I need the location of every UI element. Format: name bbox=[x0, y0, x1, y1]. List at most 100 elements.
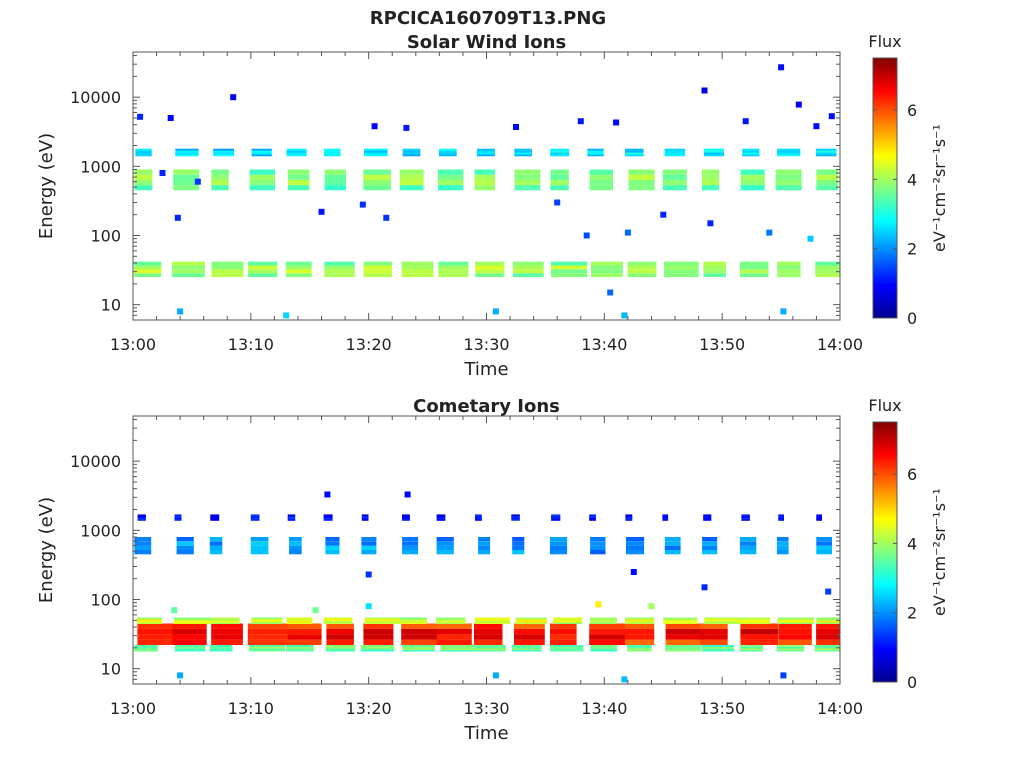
spectrogram-cell bbox=[438, 150, 457, 153]
y-axis-label: Energy (eV) bbox=[36, 133, 57, 239]
spectrogram-cell bbox=[436, 537, 454, 542]
spectrogram-cell bbox=[775, 179, 802, 186]
spectrogram-cell bbox=[325, 645, 356, 647]
spectrogram-cell bbox=[135, 148, 152, 151]
spectrogram-cell bbox=[474, 639, 503, 645]
spectrogram-cell bbox=[700, 628, 728, 635]
spectrogram-cell bbox=[211, 179, 229, 186]
spectrogram-cell bbox=[664, 148, 686, 151]
spectrogram-cell bbox=[512, 550, 525, 555]
spectrogram-cell bbox=[323, 517, 333, 520]
spectrogram-cell bbox=[550, 174, 569, 180]
spectrogram-cell bbox=[778, 518, 784, 521]
spectrogram-cell bbox=[514, 185, 541, 191]
spectrogram-cell bbox=[134, 265, 162, 270]
spectrogram-cell bbox=[549, 541, 568, 546]
spectrogram-cell bbox=[134, 261, 162, 266]
spectrogram-cell bbox=[625, 622, 655, 624]
spectrogram-cell bbox=[175, 152, 199, 155]
spectrogram-cell bbox=[172, 269, 205, 274]
spectrogram-cell bbox=[777, 620, 814, 623]
spectrogram-cell bbox=[364, 152, 388, 155]
spectrogram-cell bbox=[209, 545, 223, 550]
spectrogram-cell bbox=[739, 541, 757, 546]
spectrogram-cell bbox=[173, 617, 212, 620]
spectrogram-cell bbox=[364, 622, 404, 624]
spectrogram-cell bbox=[438, 148, 457, 151]
spectrogram-cell bbox=[625, 620, 655, 623]
spectrogram-cell bbox=[816, 150, 837, 153]
spectrogram-cell bbox=[702, 550, 718, 555]
spectrogram-cell bbox=[474, 169, 495, 175]
y-tick-label: 10 bbox=[101, 296, 121, 315]
spectrogram-cell bbox=[514, 623, 545, 629]
scatter-cell bbox=[137, 113, 144, 120]
spectrogram-cell bbox=[248, 648, 286, 650]
spectrogram-cell bbox=[738, 622, 771, 624]
spectrogram-cell bbox=[704, 619, 744, 621]
spectrogram-cell bbox=[514, 152, 532, 155]
spectrogram-cell bbox=[399, 179, 424, 186]
spectrogram-cell bbox=[436, 634, 472, 640]
y-tick-label: 1000 bbox=[80, 157, 121, 176]
x-tick-label: 14:00 bbox=[817, 699, 863, 718]
spectrogram-cell bbox=[211, 174, 229, 180]
spectrogram-cell bbox=[134, 648, 158, 650]
spectrogram-cell bbox=[210, 619, 240, 621]
spectrogram-cell bbox=[213, 148, 235, 151]
spectrogram-cell bbox=[401, 265, 434, 270]
spectrogram-cell bbox=[176, 550, 194, 555]
spectrogram-cell bbox=[775, 185, 802, 191]
spectrogram-cell bbox=[134, 169, 153, 175]
spectrogram-cell bbox=[438, 273, 469, 278]
spectrogram-cell bbox=[777, 152, 801, 155]
scatter-cell bbox=[371, 123, 378, 130]
spectrogram-cell bbox=[213, 152, 235, 155]
spectrogram-cell bbox=[286, 648, 314, 650]
spectrogram-cell bbox=[285, 261, 312, 266]
spectrogram-cell bbox=[247, 634, 289, 640]
spectrogram-cell bbox=[438, 265, 469, 270]
spectrogram-cell bbox=[134, 550, 152, 555]
spectrogram-cell bbox=[550, 628, 577, 635]
spectrogram-cell bbox=[324, 185, 346, 191]
spectrogram-cell bbox=[776, 537, 789, 542]
spectrogram-cell bbox=[478, 541, 491, 546]
scatter-cell bbox=[701, 87, 708, 94]
spectrogram-cell bbox=[704, 150, 724, 153]
spectrogram-cell bbox=[514, 154, 532, 157]
spectrogram-cell bbox=[137, 518, 146, 521]
colorbar-tick-label: 6 bbox=[907, 101, 917, 120]
x-tick-label: 13:30 bbox=[463, 335, 509, 354]
spectrogram-cell bbox=[626, 537, 645, 542]
spectrogram-cell bbox=[590, 649, 618, 652]
spectrogram-cell bbox=[364, 148, 388, 151]
spectrogram-cell bbox=[515, 620, 547, 623]
spectrogram-cell bbox=[512, 265, 544, 270]
spectrogram-cell bbox=[363, 179, 391, 186]
spectrogram-cell bbox=[285, 273, 312, 278]
colorbar-title: Flux bbox=[868, 396, 901, 415]
spectrogram-cell bbox=[814, 645, 840, 647]
spectrogram-cell bbox=[440, 649, 476, 652]
scatter-cell bbox=[159, 170, 166, 176]
spectrogram-cell bbox=[814, 646, 840, 649]
spectrogram-cell bbox=[551, 517, 561, 520]
spectrogram-cell bbox=[625, 619, 655, 621]
spectrogram-cell bbox=[739, 269, 769, 274]
spectrogram-cell bbox=[402, 537, 419, 542]
spectrogram-cell bbox=[475, 273, 505, 278]
spectrogram-cell bbox=[361, 550, 377, 555]
panel-2: Cometary Ions 10 100 1000 10000 13:00 13:10 13:… bbox=[36, 396, 949, 744]
spectrogram-cell bbox=[286, 154, 307, 157]
spectrogram-cell bbox=[137, 628, 177, 635]
spectrogram-cell bbox=[664, 541, 681, 546]
spectrogram-cell bbox=[704, 148, 724, 151]
spectrogram-cell bbox=[664, 550, 681, 555]
spectrogram-cell bbox=[402, 515, 410, 518]
spectrogram-cell bbox=[435, 620, 466, 623]
spectrogram-cell bbox=[436, 515, 446, 518]
spectrogram-cell bbox=[325, 550, 340, 555]
spectrogram-cell bbox=[248, 649, 286, 652]
spectrogram-cell bbox=[816, 514, 822, 517]
